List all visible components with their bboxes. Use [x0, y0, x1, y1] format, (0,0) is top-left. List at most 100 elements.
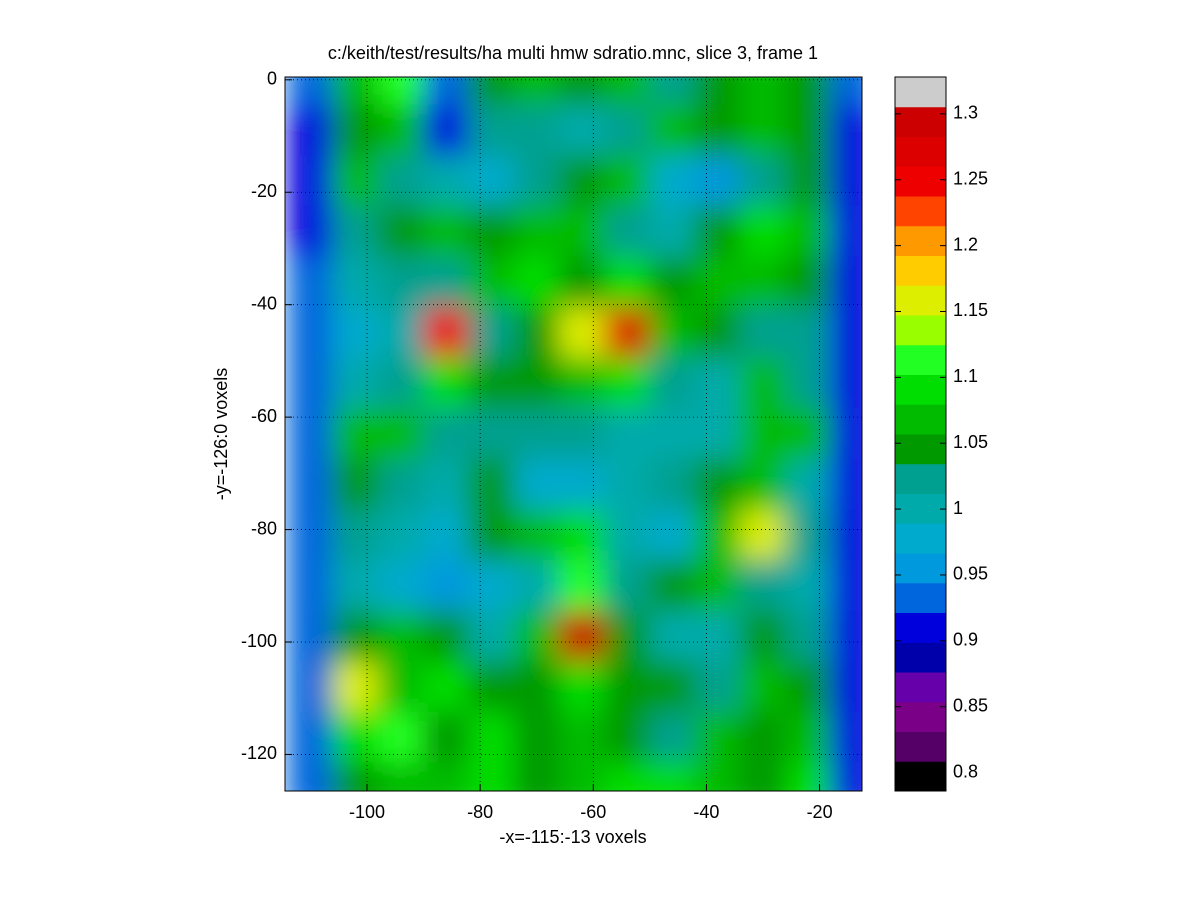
heatmap-cell	[785, 357, 832, 410]
heatmap-cell	[423, 762, 470, 791]
heatmap-cell	[739, 104, 787, 157]
heatmap-cell	[604, 610, 651, 663]
colorbar-band	[895, 731, 946, 762]
heatmap-cell	[332, 155, 379, 207]
heatmap-cell	[785, 762, 832, 791]
heatmap-cell	[287, 408, 334, 460]
heatmap-cell	[785, 559, 832, 612]
heatmap-cell	[830, 408, 862, 460]
heatmap-cell	[739, 458, 787, 511]
heatmap-cell	[468, 77, 515, 106]
heatmap-cell	[604, 711, 651, 764]
heatmap-cell	[558, 661, 606, 713]
colorbar-tick-label: 0.85	[953, 695, 988, 715]
heatmap-cell	[649, 408, 696, 460]
heatmap-cell	[377, 205, 425, 258]
colorbar-band	[895, 196, 946, 227]
heatmap-cell	[785, 205, 832, 258]
heatmap-area	[287, 77, 862, 791]
heatmap-cell	[739, 256, 787, 309]
heatmap-cell	[423, 559, 470, 612]
heatmap-cell	[513, 104, 560, 157]
colorbar-band	[895, 225, 946, 256]
colorbar-tick-label: 1.2	[953, 234, 978, 254]
colorbar-tick-label: 1.15	[953, 300, 988, 320]
heatmap-cell	[513, 205, 560, 258]
heatmap-cell	[287, 509, 334, 561]
colorbar-band	[895, 374, 946, 405]
heatmap-cell	[468, 155, 515, 207]
heatmap-cell	[423, 155, 470, 207]
heatmap-cell	[513, 155, 560, 207]
heatmap-cell	[604, 458, 651, 511]
heatmap-cell	[558, 711, 606, 764]
heatmap-cell	[468, 104, 515, 157]
heatmap-cell	[332, 104, 379, 157]
heatmap-cell	[377, 357, 425, 410]
heatmap-cell	[830, 307, 862, 359]
heatmap-cell	[468, 509, 515, 561]
heatmap-cell	[287, 256, 334, 309]
colorbar-band	[895, 315, 946, 346]
heatmap-cell	[287, 559, 334, 612]
heatmap-cell	[785, 307, 832, 359]
colorbar-band	[895, 761, 946, 792]
heatmap-cell	[604, 256, 651, 309]
heatmap-cell	[287, 205, 334, 258]
colorbar-band	[895, 166, 946, 197]
heatmap-cell	[377, 458, 425, 511]
heatmap-cell	[830, 77, 862, 106]
heatmap-cell	[332, 661, 379, 713]
heatmap-cell	[423, 256, 470, 309]
heatmap-cell	[558, 357, 606, 410]
heatmap-cell	[513, 661, 560, 713]
heatmap-cell	[558, 610, 606, 663]
heatmap-cell	[830, 559, 862, 612]
heatmap-cell	[468, 559, 515, 612]
heatmap-cell	[513, 307, 560, 359]
heatmap-cell	[830, 155, 862, 207]
heatmap-cell	[423, 711, 470, 764]
colorbar-band	[895, 344, 946, 375]
heatmap-cell	[332, 307, 379, 359]
heatmap-cell	[513, 610, 560, 663]
heatmap-cell	[785, 509, 832, 561]
heatmap-cell	[558, 408, 606, 460]
heatmap-cell	[332, 711, 379, 764]
heatmap-cell	[649, 155, 696, 207]
heatmap-cell	[694, 307, 741, 359]
heatmap-cell	[377, 711, 425, 764]
heatmap-cell	[287, 77, 334, 106]
heatmap-cell	[739, 509, 787, 561]
colorbar-band	[895, 434, 946, 465]
heatmap-cell	[423, 357, 470, 410]
heatmap-cell	[785, 610, 832, 663]
heatmap-cell	[332, 205, 379, 258]
heatmap-cell	[604, 357, 651, 410]
heatmap-cell	[604, 205, 651, 258]
heatmap-cell	[739, 205, 787, 258]
heatmap-cell	[377, 661, 425, 713]
heatmap-cell	[830, 357, 862, 410]
heatmap-cell	[332, 256, 379, 309]
colorbar-band	[895, 493, 946, 524]
heatmap-cell	[694, 155, 741, 207]
heatmap-cell	[287, 762, 334, 791]
heatmap-cell	[558, 458, 606, 511]
heatmap-cell	[649, 762, 696, 791]
heatmap-cell	[423, 104, 470, 157]
heatmap-cell	[468, 307, 515, 359]
heatmap-cell	[558, 155, 606, 207]
heatmap-cell	[649, 711, 696, 764]
x-tick-label: -40	[693, 802, 719, 822]
heatmap-cell	[694, 711, 741, 764]
heatmap-cell	[694, 408, 741, 460]
heatmap-cell	[377, 509, 425, 561]
heatmap-cell	[739, 408, 787, 460]
heatmap-cell	[468, 762, 515, 791]
colorbar-box	[894, 76, 947, 792]
heatmap-cell	[649, 77, 696, 106]
heatmap-cell	[287, 711, 334, 764]
heatmap-cell	[604, 155, 651, 207]
